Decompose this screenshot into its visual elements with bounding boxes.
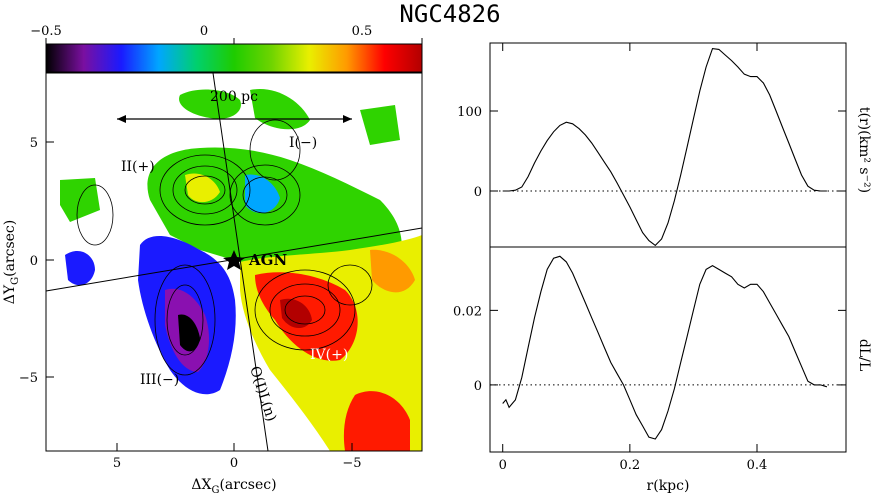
y-tick-label: 0	[474, 185, 482, 200]
velocity-map-panel: 200 pc AGN I(−) II(+) III(−) IV(+) O(I)L…	[2, 72, 423, 496]
quadrant-label-2: II(+)	[121, 159, 155, 175]
map-region-yellow	[185, 173, 220, 203]
map-x-axis-label: ΔXG(arcsec)	[191, 477, 276, 496]
agn-marker-icon	[223, 250, 245, 270]
contour-lines	[76, 119, 373, 376]
scale-bar-label: 200 pc	[210, 89, 258, 105]
colorbar-tick-label: 0	[200, 24, 208, 39]
y-axis-label: dL/L	[856, 339, 872, 371]
map-region-green	[60, 178, 100, 222]
map-x-tick-label: −5	[342, 456, 361, 471]
y-tick-label: 100	[457, 105, 482, 120]
map-y-tick-label: 5	[30, 136, 38, 151]
map-x-tick-label: 5	[113, 456, 121, 471]
map-region-cyan	[245, 174, 280, 214]
figure-title: NGC4826	[399, 0, 500, 28]
map-region-blue	[65, 250, 95, 286]
map-x-tick-label: 0	[230, 456, 238, 471]
colorbar: −0.5 0 0.5	[30, 24, 423, 73]
y-tick-label: 0.02	[453, 304, 482, 319]
x-tick-label: 0	[499, 458, 507, 473]
quadrant-label-4: IV(+)	[310, 347, 348, 363]
series-line	[502, 255, 828, 440]
quadrant-label-1: I(−)	[289, 135, 317, 151]
agn-label: AGN	[248, 251, 287, 269]
plot-frame	[489, 246, 847, 453]
map-region-darkred	[280, 298, 312, 329]
map-region-green	[360, 105, 400, 145]
x-tick-label: 0.4	[747, 458, 768, 473]
colorbar-tick-label: −0.5	[30, 24, 62, 39]
series-line	[502, 47, 827, 247]
x-tick-label: 0.2	[620, 458, 641, 473]
minor-axis-line	[212, 72, 269, 452]
y-tick-label: 0	[474, 379, 482, 394]
map-region-red	[343, 391, 410, 451]
x-axis-label: r(kpc)	[647, 478, 690, 494]
colorbar-tick-label: 0.5	[352, 24, 373, 39]
map-region-black	[178, 314, 200, 352]
plot-frame	[489, 42, 847, 248]
y-axis-label: t(r)(km² s⁻²)	[856, 107, 872, 193]
map-ticks	[46, 141, 353, 451]
map-y-tick-label: −5	[19, 371, 38, 386]
torque-plot: 100 0 t(r)(km² s⁻²)	[457, 42, 872, 248]
quadrant-label-3: III(−)	[140, 372, 179, 388]
map-y-axis-label: ΔYG(arcsec)	[2, 220, 21, 304]
map-image	[60, 89, 422, 451]
colorbar-gradient	[45, 43, 423, 73]
map-region-green	[179, 89, 241, 119]
dl-over-l-plot: 0.02 0 0 0.2 0.4 r(kpc) dL/L	[453, 43, 872, 494]
map-region-orange	[370, 249, 415, 293]
map-y-tick-label: 0	[30, 254, 38, 269]
scale-bar	[117, 115, 352, 123]
